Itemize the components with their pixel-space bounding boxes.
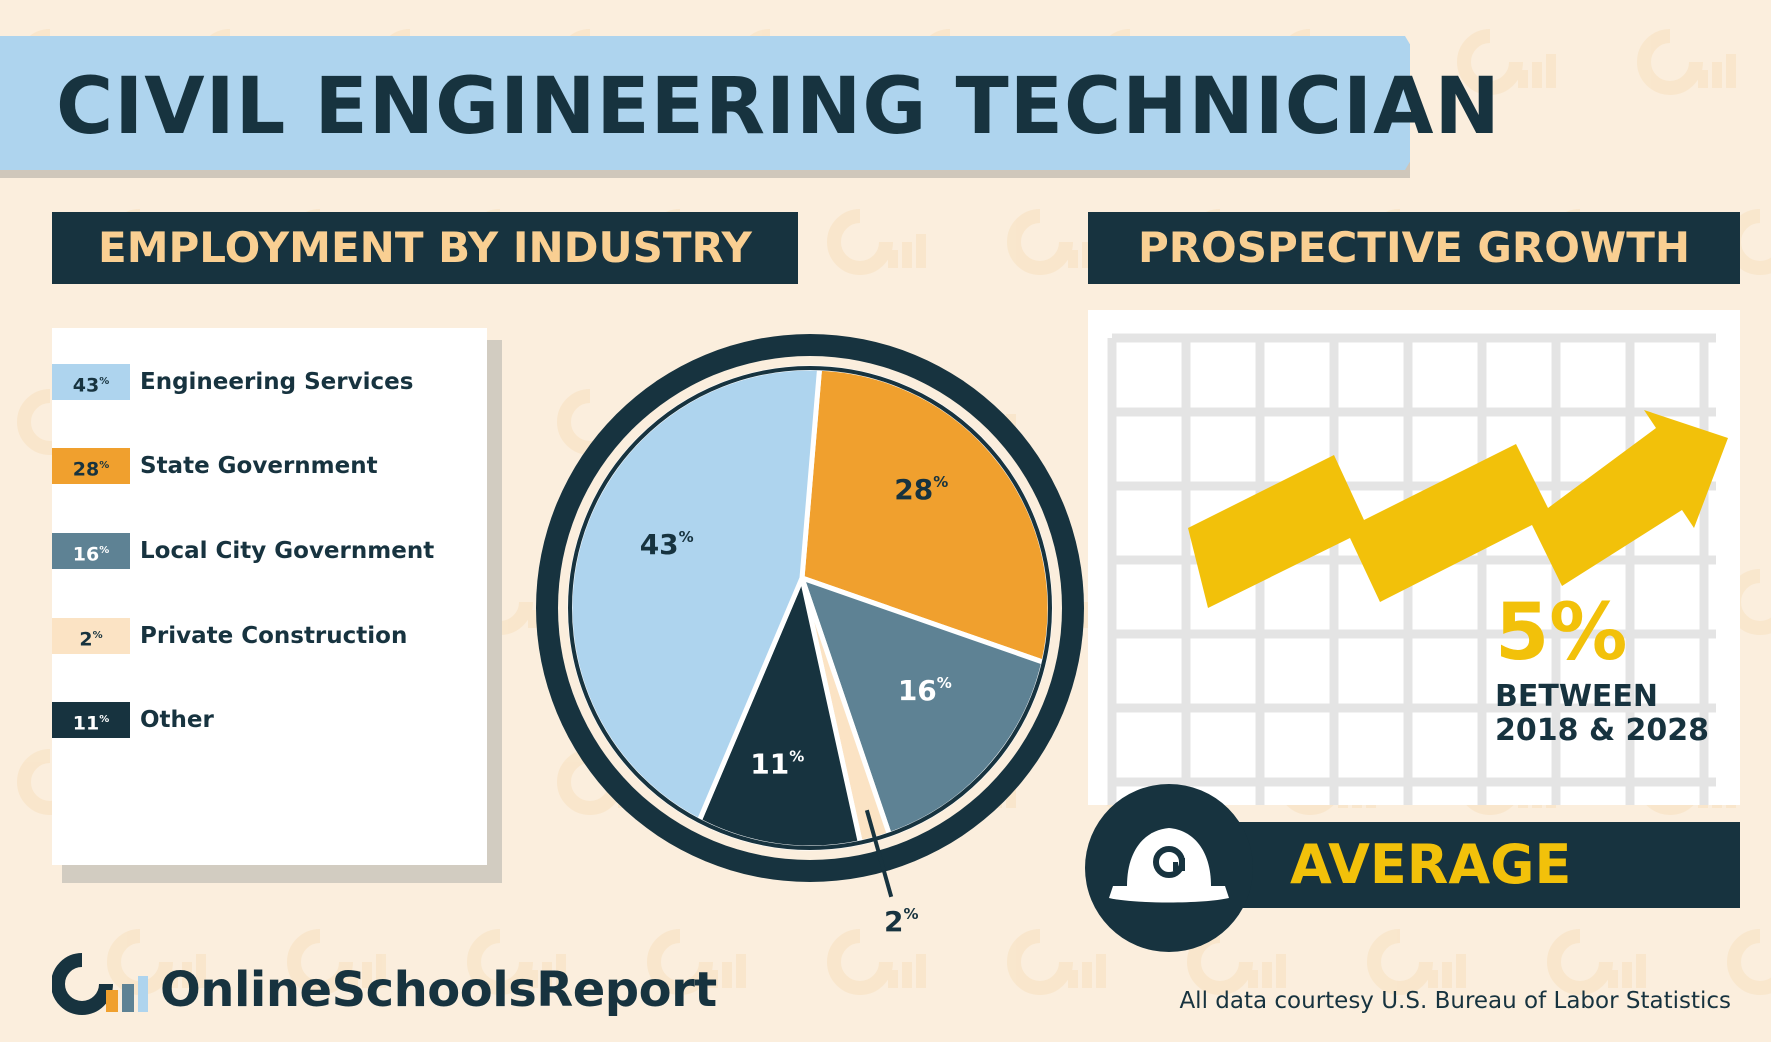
chart-legend: 43% Engineering Services 28% State Gover… — [52, 328, 487, 865]
background-logo-icon — [827, 929, 926, 995]
growth-rating: AVERAGE — [1290, 833, 1572, 896]
background-logo-icon — [287, 929, 386, 995]
background-logo-icon — [1727, 209, 1771, 275]
pie-data-label: 43% — [640, 528, 694, 561]
background-logo-icon — [1367, 929, 1466, 995]
legend-swatch: 28% — [52, 448, 130, 484]
pie-data-label: 2% — [884, 905, 919, 938]
legend-swatch: 11% — [52, 702, 130, 738]
growth-graphic — [1107, 333, 1728, 805]
background-logo-icon — [1637, 29, 1736, 95]
pie-outline — [568, 366, 1052, 850]
background-logo-icon — [1007, 929, 1106, 995]
employment-section-header: EMPLOYMENT BY INDUSTRY — [52, 212, 798, 284]
pie-data-label: 11% — [750, 747, 804, 780]
online-schools-report-logo — [52, 953, 148, 1015]
source-note: All data courtesy U.S. Bureau of Labor S… — [1179, 988, 1731, 1014]
legend-swatch: 2% — [52, 618, 130, 654]
growth-percentage: 5% — [1495, 588, 1628, 678]
brand-name: OnlineSchoolsReport — [160, 962, 717, 1018]
background-logo-icon — [1727, 929, 1771, 995]
legend-swatch: 43% — [52, 364, 130, 400]
growth-period-line1: BETWEEN — [1495, 679, 1659, 714]
legend-label: State Government — [140, 453, 378, 479]
legend-label: Other — [140, 707, 214, 733]
legend-swatch: 16% — [52, 533, 130, 569]
background-logo-icon — [827, 209, 926, 275]
pie-data-label: 16% — [898, 674, 952, 707]
growth-arrow-icon — [1188, 410, 1728, 608]
growth-period-line2: 2018 & 2028 — [1495, 713, 1710, 748]
background-logo-icon — [107, 929, 206, 995]
pie-chart: 28% 16% 2% 11% 43% — [536, 334, 1084, 938]
legend-label: Engineering Services — [140, 369, 414, 395]
legend-label: Private Construction — [140, 623, 408, 649]
growth-period: BETWEEN 2018 & 2028 — [1495, 680, 1709, 748]
background-logo-icon — [647, 929, 746, 995]
title-banner — [0, 36, 1410, 170]
legend-label: Local City Government — [140, 538, 435, 564]
hard-hat-icon — [1085, 784, 1253, 952]
background-logo-icon — [467, 929, 566, 995]
pie-data-label: 28% — [894, 473, 948, 506]
growth-section-header: PROSPECTIVE GROWTH — [1088, 212, 1740, 284]
rating-bar — [1200, 822, 1740, 908]
background-logo-icon — [1727, 569, 1771, 635]
pie-leader-line — [864, 809, 894, 898]
page-title: CIVIL ENGINEERING TECHNICIAN — [56, 62, 1501, 152]
background-logo-icon — [1547, 929, 1646, 995]
background-logo-icon — [1457, 29, 1556, 95]
